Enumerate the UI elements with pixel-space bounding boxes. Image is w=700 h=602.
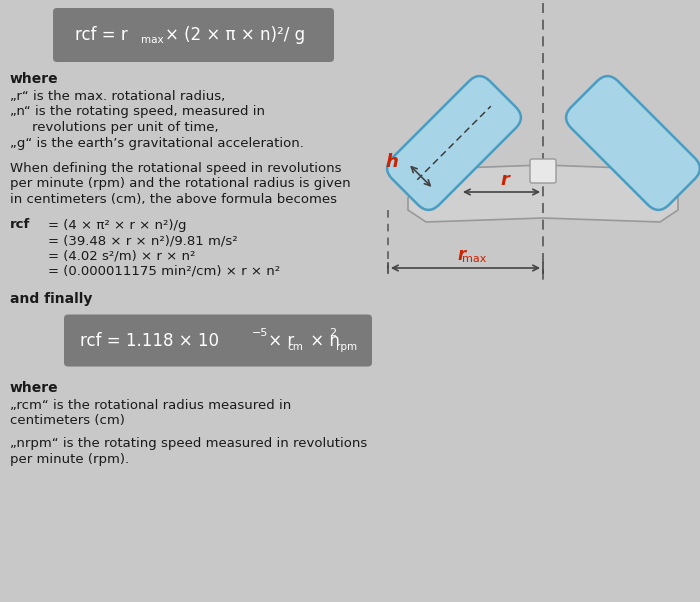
- Text: −5: −5: [252, 329, 268, 338]
- Text: „nrpm“ is the rotating speed measured in revolutions: „nrpm“ is the rotating speed measured in…: [10, 438, 368, 450]
- Text: rcf = r: rcf = r: [75, 26, 127, 44]
- Text: rcf = 1.118 × 10: rcf = 1.118 × 10: [80, 332, 219, 350]
- Text: centimeters (cm): centimeters (cm): [10, 414, 125, 427]
- Text: 2: 2: [329, 329, 336, 338]
- Text: = (0.000011175 min²/cm) × r × n²: = (0.000011175 min²/cm) × r × n²: [48, 265, 280, 278]
- FancyBboxPatch shape: [387, 76, 521, 210]
- Text: where: where: [10, 380, 59, 394]
- Text: × (2 × π × n)²/ g: × (2 × π × n)²/ g: [165, 26, 305, 44]
- Polygon shape: [408, 165, 678, 222]
- Text: max: max: [141, 35, 164, 45]
- Text: in centimeters (cm), the above formula becomes: in centimeters (cm), the above formula b…: [10, 193, 337, 206]
- Text: rcf: rcf: [10, 219, 30, 232]
- Text: per minute (rpm) and the rotational radius is given: per minute (rpm) and the rotational radi…: [10, 178, 351, 190]
- FancyBboxPatch shape: [53, 8, 334, 62]
- Text: per minute (rpm).: per minute (rpm).: [10, 453, 129, 466]
- Text: h: h: [386, 152, 398, 170]
- Text: r: r: [500, 171, 509, 189]
- FancyBboxPatch shape: [566, 76, 700, 210]
- Text: „g“ is the earth’s gravitational acceleration.: „g“ is the earth’s gravitational acceler…: [10, 137, 304, 149]
- Text: = (4.02 s²/m) × r × n²: = (4.02 s²/m) × r × n²: [48, 249, 195, 262]
- Text: „r“ is the max. rotational radius,: „r“ is the max. rotational radius,: [10, 90, 225, 103]
- Text: = (4 × π² × r × n²)/g: = (4 × π² × r × n²)/g: [48, 219, 186, 232]
- Text: × n: × n: [305, 332, 340, 350]
- Text: When defining the rotational speed in revolutions: When defining the rotational speed in re…: [10, 162, 342, 175]
- Text: rpm: rpm: [336, 341, 357, 352]
- Text: where: where: [10, 72, 59, 86]
- Text: and finally: and finally: [10, 293, 92, 306]
- FancyBboxPatch shape: [530, 159, 556, 183]
- Text: cm: cm: [287, 341, 303, 352]
- Text: r: r: [457, 246, 466, 264]
- Text: max: max: [462, 254, 486, 264]
- FancyBboxPatch shape: [64, 314, 372, 367]
- Text: revolutions per unit of time,: revolutions per unit of time,: [32, 121, 218, 134]
- Text: = (39.48 × r × n²)/9.81 m/s²: = (39.48 × r × n²)/9.81 m/s²: [48, 234, 237, 247]
- Text: „rcm“ is the rotational radius measured in: „rcm“ is the rotational radius measured …: [10, 399, 291, 412]
- Text: × r: × r: [263, 332, 294, 350]
- Text: „n“ is the rotating speed, measured in: „n“ is the rotating speed, measured in: [10, 105, 265, 119]
